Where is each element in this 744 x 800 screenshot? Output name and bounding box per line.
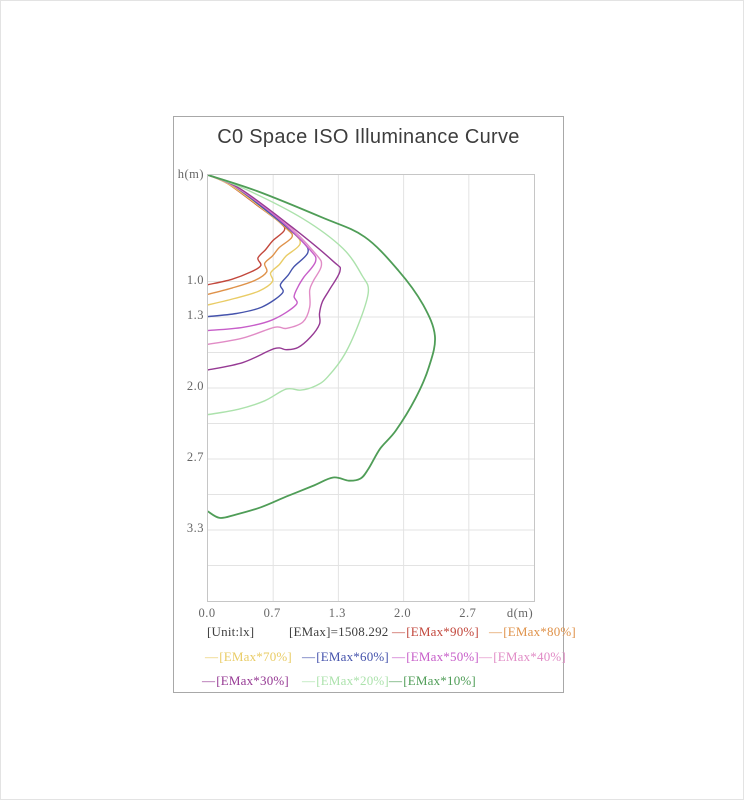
legend-item-80pct: —[EMax*80%] — [489, 624, 576, 640]
curve-emax-10 — [208, 175, 436, 519]
x-tick-label: 1.3 — [328, 606, 346, 620]
legend-label: [EMax*40%] — [493, 649, 566, 664]
y-tick-label: 1.0 — [186, 272, 204, 287]
plot-area — [207, 174, 535, 602]
legend-line-swatch: — — [392, 624, 406, 639]
legend-line-swatch: — — [302, 673, 316, 688]
legend-line-swatch: — — [202, 673, 216, 688]
legend-label: [EMax*60%] — [316, 649, 389, 664]
curve-emax-60 — [208, 175, 309, 318]
chart-title: C0 Space ISO Illuminance Curve — [217, 126, 520, 148]
x-axis-unit-label: d(m) — [506, 606, 534, 620]
legend-emax-value: [EMax]=1508.292 — [289, 624, 389, 640]
curve-emax-30 — [208, 175, 342, 371]
legend-label: [Unit:lx] — [207, 624, 255, 639]
y-tick-label: 1.3 — [186, 307, 204, 322]
y-tick-label: 2.7 — [186, 450, 204, 465]
legend-item-70pct: —[EMax*70%] — [205, 649, 292, 665]
curve-emax-70 — [208, 175, 301, 306]
y-tick-label: 2.0 — [186, 379, 204, 393]
chart-card: C0 Space ISO Illuminance Curve h(m) d(m)… — [173, 116, 576, 693]
legend-item-50pct: —[EMax*50%] — [392, 649, 479, 665]
iso-curves-svg — [208, 175, 534, 601]
legend-line-swatch: — — [389, 673, 403, 688]
legend-item-20pct: —[EMax*20%] — [302, 673, 389, 689]
x-tick-label: 0.7 — [263, 606, 281, 620]
legend-label: [EMax*80%] — [503, 624, 576, 639]
x-tick-label: 2.7 — [459, 606, 477, 620]
legend-item-10pct: —[EMax*10%] — [389, 673, 476, 689]
legend-item-60pct: —[EMax*60%] — [302, 649, 389, 665]
legend-line-swatch: — — [489, 624, 503, 639]
legend-label: [EMax]=1508.292 — [289, 624, 389, 639]
legend-label: [EMax*30%] — [216, 673, 289, 688]
curve-emax-40 — [208, 175, 323, 345]
y-tick-label: 3.3 — [186, 520, 204, 535]
legend-item-40pct: —[EMax*40%] — [479, 649, 566, 665]
legend-item-90pct: —[EMax*90%] — [392, 624, 479, 640]
legend-label: [EMax*70%] — [219, 649, 292, 664]
curve-emax-20 — [208, 175, 370, 416]
legend-unit-label: [Unit:lx] — [207, 624, 254, 640]
x-tick-label: 2.0 — [394, 606, 412, 620]
curve-emax-50 — [208, 175, 317, 332]
y-axis-unit-label: h(m) — [177, 167, 204, 181]
legend-label: [EMax*50%] — [406, 649, 479, 664]
legend-label: [EMax*20%] — [316, 673, 389, 688]
legend-line-swatch: — — [479, 649, 493, 664]
legend-line-swatch: — — [392, 649, 406, 664]
legend-label: [EMax*10%] — [403, 673, 476, 688]
legend-label: [EMax*90%] — [406, 624, 479, 639]
legend-line-swatch: — — [302, 649, 316, 664]
legend-line-swatch: — — [205, 649, 219, 664]
x-tick-label: 0.0 — [198, 606, 216, 620]
legend-item-30pct: —[EMax*30%] — [202, 673, 289, 689]
